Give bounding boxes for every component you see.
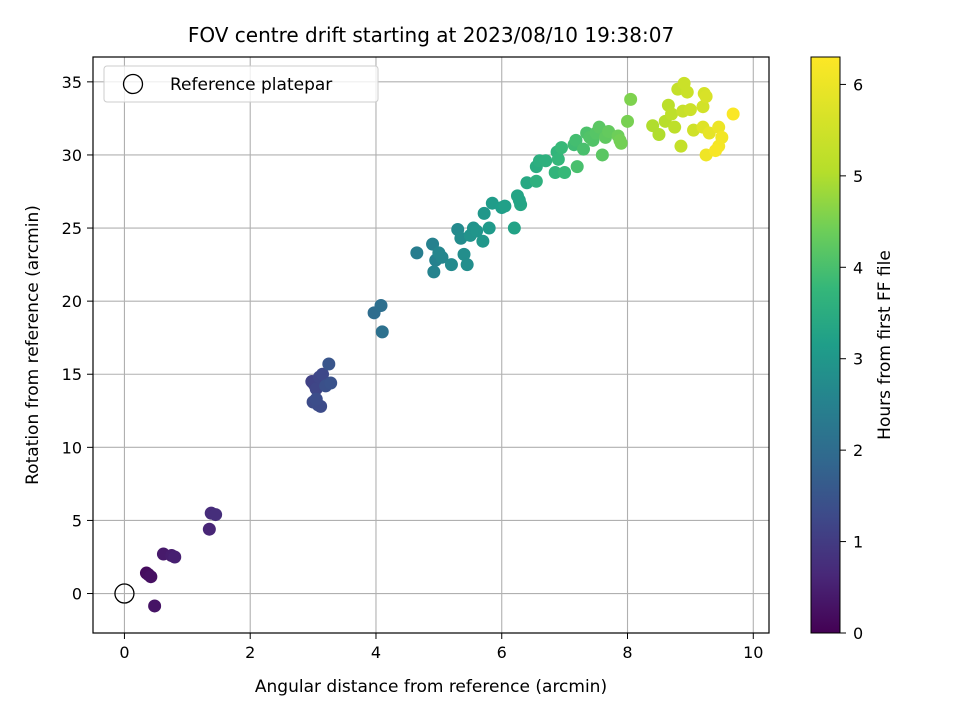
x-tick-label: 4 [371, 643, 381, 662]
data-point [202, 522, 216, 536]
data-point [512, 193, 526, 207]
data-point [529, 174, 543, 188]
data-point [498, 199, 512, 213]
colorbar-tick-label: 6 [853, 75, 863, 94]
colorbar-tick-label: 2 [853, 441, 863, 460]
y-axis-label: Rotation from reference (arcmin) [23, 205, 43, 485]
colorbar-tick-label: 3 [853, 350, 863, 369]
y-tick-label: 5 [72, 511, 82, 530]
x-tick-label: 0 [119, 643, 129, 662]
x-axis-label: Angular distance from reference (arcmin) [255, 677, 607, 697]
data-point [696, 100, 710, 114]
data-point [375, 325, 389, 339]
data-point [476, 234, 490, 248]
y-tick-label: 10 [62, 438, 82, 457]
data-point [576, 142, 590, 156]
data-point [470, 224, 484, 238]
colorbar [810, 56, 841, 634]
data-point [374, 299, 388, 313]
data-point [558, 165, 572, 179]
data-point [309, 392, 323, 406]
data-point [144, 570, 158, 584]
data-point [683, 103, 697, 117]
data-point [680, 85, 694, 99]
data-points [139, 76, 740, 613]
legend: Reference platepar [103, 65, 379, 103]
y-tick-label: 35 [62, 73, 82, 92]
data-point [551, 152, 565, 166]
data-point [665, 107, 679, 121]
y-tick-label: 20 [62, 292, 82, 311]
data-point [674, 139, 688, 153]
data-point [554, 141, 568, 155]
data-point [621, 114, 635, 128]
data-point [712, 120, 726, 134]
data-point [570, 160, 584, 174]
x-tick-label: 6 [497, 643, 507, 662]
legend-label-reference: Reference platepar [170, 75, 332, 95]
data-point [709, 144, 723, 158]
colorbar-label: Hours from first FF file [875, 250, 895, 440]
data-point [435, 250, 449, 264]
data-point [324, 376, 338, 390]
reference-marker-layer [114, 583, 135, 604]
data-point [548, 165, 562, 179]
reference-platepar-marker [114, 583, 135, 604]
x-tick-label: 10 [743, 643, 763, 662]
y-axis: 0 5 10 15 20 25 30 35 [62, 73, 93, 604]
data-point [613, 133, 627, 147]
y-tick-label: 15 [62, 365, 82, 384]
data-point [410, 246, 424, 260]
data-point [702, 126, 716, 140]
x-tick-label: 8 [622, 643, 632, 662]
y-tick-label: 30 [62, 146, 82, 165]
data-point [668, 120, 682, 134]
x-tick-label: 2 [245, 643, 255, 662]
data-point [209, 508, 223, 522]
data-point [726, 107, 740, 121]
data-point [507, 221, 521, 235]
colorbar-tick-label: 4 [853, 258, 863, 277]
legend-marker-reference [122, 73, 144, 95]
data-point [460, 258, 474, 272]
data-point [316, 367, 330, 381]
grid [93, 57, 769, 633]
y-tick-label: 0 [72, 585, 82, 604]
plot-frame [92, 56, 770, 634]
data-point [457, 247, 471, 261]
colorbar-tick-label: 1 [853, 533, 863, 552]
data-point [624, 92, 638, 106]
data-point [322, 357, 336, 371]
colorbar-tick-label: 0 [853, 624, 863, 643]
colorbar-tick-label: 5 [853, 167, 863, 186]
data-point [168, 550, 182, 564]
data-point [569, 133, 583, 147]
x-axis: 0 2 4 6 8 10 [119, 633, 763, 662]
data-point [427, 265, 441, 279]
data-point [482, 221, 496, 235]
data-point [652, 127, 666, 141]
data-point [699, 89, 713, 103]
data-point [477, 206, 491, 220]
data-point [148, 599, 162, 613]
chart-title: FOV centre drift starting at 2023/08/10 … [188, 23, 674, 47]
data-point [595, 148, 609, 162]
legend-box [103, 65, 379, 103]
colorbar-ticks: 0 1 2 3 4 5 6 [840, 75, 863, 643]
data-point [539, 154, 553, 168]
y-tick-label: 25 [62, 219, 82, 238]
data-point [444, 258, 458, 272]
